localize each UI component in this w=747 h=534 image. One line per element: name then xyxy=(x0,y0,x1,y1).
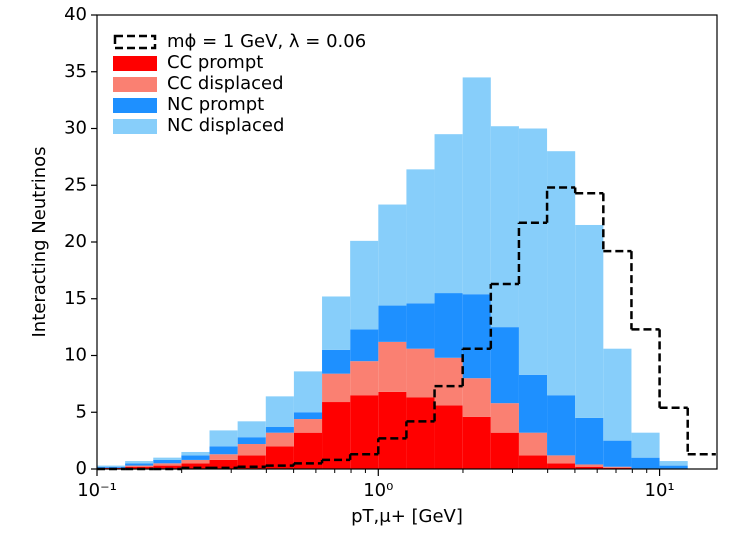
histogram-bar xyxy=(125,461,154,464)
histogram-bar xyxy=(603,440,632,467)
histogram-bar xyxy=(434,134,463,294)
histogram-bar xyxy=(462,378,491,417)
histogram-bar xyxy=(631,457,660,469)
histogram-bar xyxy=(265,396,294,428)
histogram-bar xyxy=(378,204,407,306)
histogram-bar xyxy=(547,463,576,469)
y-tick-label: 0 xyxy=(76,458,87,479)
histogram-bar xyxy=(518,128,548,375)
legend-swatch xyxy=(113,98,157,113)
histogram-bar xyxy=(659,461,688,466)
histogram-bar xyxy=(547,151,576,396)
histogram-bar xyxy=(518,432,548,456)
histogram-bar xyxy=(293,371,323,413)
histogram-bar xyxy=(237,437,266,445)
histogram-bar xyxy=(547,455,576,464)
histogram-bar xyxy=(603,348,632,441)
x-tick-label: 10⁻¹ xyxy=(77,480,117,501)
x-tick-label: 10⁰ xyxy=(363,480,393,501)
histogram-bar xyxy=(209,430,238,447)
histogram-bar xyxy=(406,169,435,304)
legend-label: NC displaced xyxy=(167,115,284,136)
y-tick-label: 40 xyxy=(64,4,87,25)
histogram-bar xyxy=(265,432,294,447)
histogram-bar xyxy=(322,296,351,350)
histogram-bar xyxy=(153,463,182,466)
histogram-bar xyxy=(322,402,351,469)
histogram-bar xyxy=(406,397,435,469)
histogram-bar xyxy=(181,451,210,456)
histogram-bar xyxy=(293,419,323,433)
histogram-bar xyxy=(490,126,519,328)
histogram-bar xyxy=(350,329,379,362)
legend-swatch xyxy=(113,56,157,71)
y-tick-label: 25 xyxy=(64,174,87,195)
histogram-bar xyxy=(659,465,688,469)
y-tick-label: 30 xyxy=(64,118,87,139)
histogram-bar xyxy=(181,455,210,460)
histogram-bar xyxy=(462,77,491,295)
histogram-bar xyxy=(97,466,126,468)
histogram-bar xyxy=(406,348,435,398)
histogram-bar xyxy=(378,391,407,469)
legend-label: mϕ = 1 GeV, λ = 0.06 xyxy=(167,31,366,52)
histogram-bar xyxy=(322,349,351,374)
histogram-bar xyxy=(350,361,379,396)
histogram-bar xyxy=(575,466,604,469)
x-tick-label: 10¹ xyxy=(645,480,675,501)
histogram-bar xyxy=(153,459,182,464)
histogram-bar xyxy=(575,224,604,418)
legend-swatch xyxy=(113,77,157,92)
histogram-bar xyxy=(125,465,154,467)
histogram-bar xyxy=(209,459,238,469)
histogram-bar xyxy=(406,303,435,349)
histogram-bar xyxy=(547,395,576,456)
legend-label: NC prompt xyxy=(167,94,264,115)
histogram-bar xyxy=(434,293,463,358)
histogram-bar xyxy=(575,464,604,467)
x-axis-label: pT,μ+ [GeV] xyxy=(351,506,463,527)
histogram-bar xyxy=(209,454,238,460)
histogram-bar xyxy=(434,405,463,469)
histogram-bar xyxy=(265,446,294,469)
histogram-bar xyxy=(181,459,210,464)
legend-label: CC prompt xyxy=(167,52,263,73)
histogram-bar xyxy=(462,416,491,469)
y-tick-label: 15 xyxy=(64,288,87,309)
histogram-bar xyxy=(181,463,210,469)
histogram-bar xyxy=(97,465,126,467)
histogram-bar xyxy=(350,240,379,330)
histogram-bar xyxy=(462,294,491,379)
histogram-bar xyxy=(237,444,266,456)
y-tick-label: 5 xyxy=(76,401,87,422)
y-tick-label: 35 xyxy=(64,61,87,82)
histogram-bar xyxy=(603,466,632,468)
histogram-bar xyxy=(490,432,519,469)
histogram-bar xyxy=(575,417,604,465)
y-tick-label: 20 xyxy=(64,231,87,252)
histogram-bar xyxy=(378,305,407,342)
histogram-bar xyxy=(209,446,238,455)
histogram-bar xyxy=(125,463,154,466)
histogram-bar xyxy=(350,395,379,469)
y-tick-label: 10 xyxy=(64,345,87,366)
legend-swatch xyxy=(113,34,157,50)
histogram-bar xyxy=(518,455,548,469)
histogram-bar xyxy=(378,341,407,392)
legend-swatch xyxy=(113,119,157,134)
histogram-bar xyxy=(237,421,266,438)
histogram-bar xyxy=(631,432,660,458)
histogram-bar xyxy=(293,412,323,420)
histogram-bar xyxy=(322,373,351,403)
histogram-bar xyxy=(518,374,548,433)
histogram-bar xyxy=(265,427,294,433)
legend-label: CC displaced xyxy=(167,73,284,94)
histogram-bar xyxy=(434,357,463,406)
histogram-bar xyxy=(153,457,182,460)
y-axis-label: Interacting Neutrinos xyxy=(29,147,50,338)
histogram-bar xyxy=(490,327,519,404)
histogram-bar xyxy=(490,403,519,433)
histogram-bar xyxy=(153,465,182,469)
